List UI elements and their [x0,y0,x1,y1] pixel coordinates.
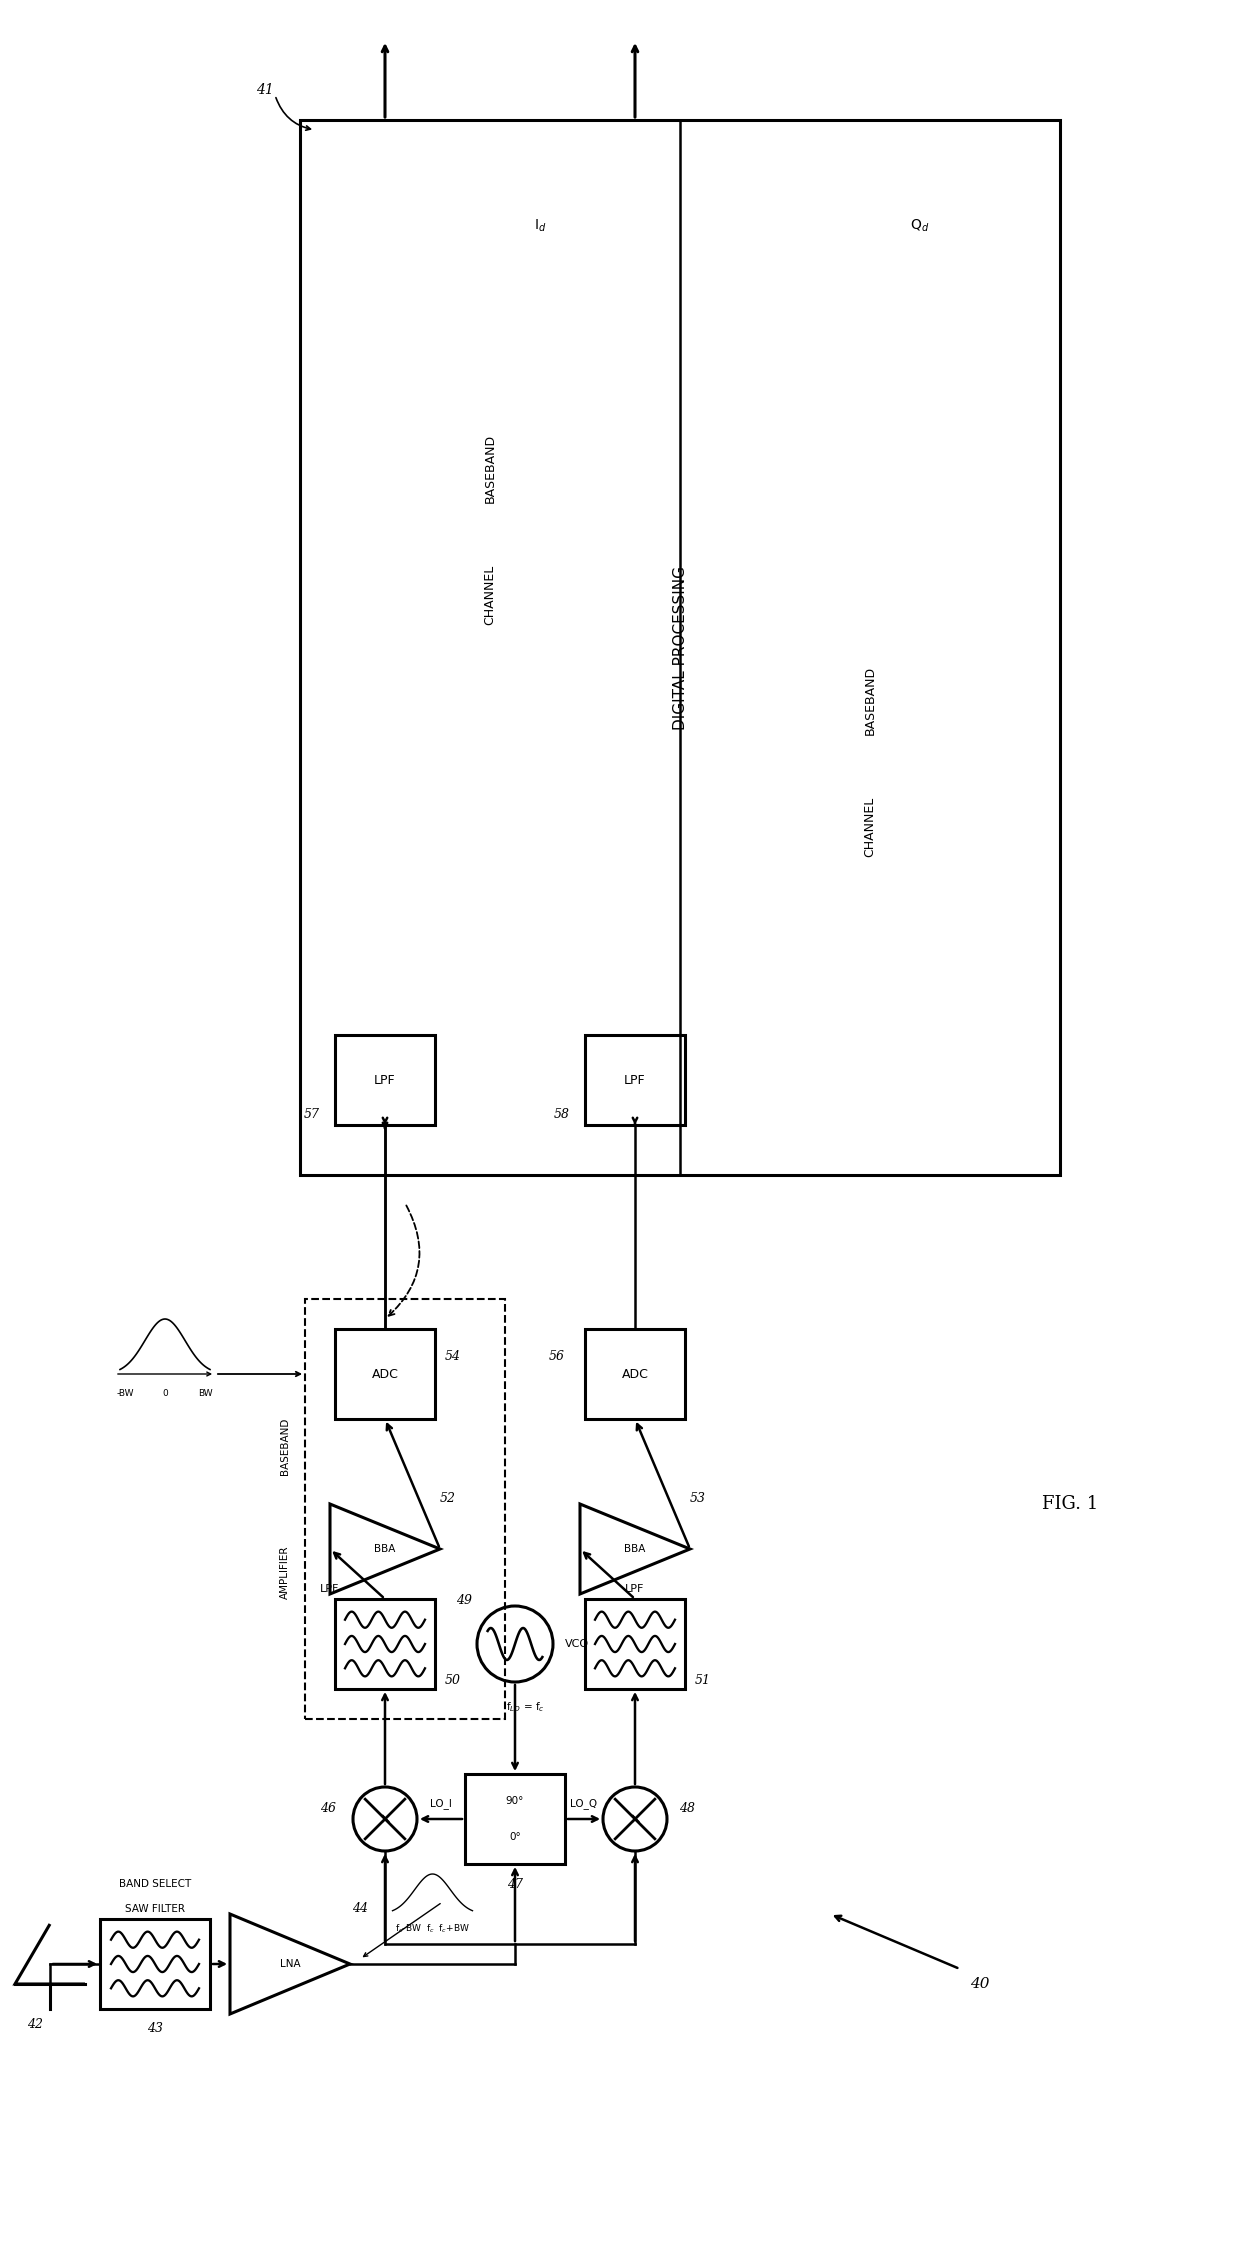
Text: 53: 53 [689,1492,706,1506]
Text: CHANNEL: CHANNEL [484,564,496,624]
Text: VCO: VCO [565,1639,589,1650]
Bar [335,1598,435,1688]
Bar [335,1330,435,1420]
Bar [100,1918,210,2008]
Text: 58: 58 [554,1109,570,1122]
Text: 90°: 90° [506,1796,525,1805]
Text: 0: 0 [162,1388,167,1397]
Text: AMPLIFIER: AMPLIFIER [280,1546,290,1598]
Bar [585,1035,684,1125]
Text: 52: 52 [440,1492,456,1506]
Text: 47: 47 [507,1878,523,1891]
Text: 51: 51 [694,1672,711,1686]
Text: BBA: BBA [374,1544,396,1553]
Text: 42: 42 [27,2017,43,2031]
Text: LPF: LPF [625,1585,645,1594]
Bar [465,1774,565,1864]
Text: CHANNEL: CHANNEL [863,796,877,857]
Bar [305,1298,505,1720]
Text: 41: 41 [257,83,274,97]
Text: 43: 43 [148,2022,162,2035]
Text: 50: 50 [445,1672,461,1686]
Text: LNA: LNA [280,1959,300,1970]
Text: BASEBAND: BASEBAND [863,665,877,735]
Text: LPF: LPF [320,1585,340,1594]
Text: BAND SELECT: BAND SELECT [119,1880,191,1889]
Text: -BW: -BW [117,1388,134,1397]
Text: ADC: ADC [621,1368,649,1379]
Text: I$_d$: I$_d$ [533,216,547,234]
Text: BW: BW [197,1388,212,1397]
Text: 57: 57 [304,1109,320,1122]
Text: f$_c$-BW  f$_c$  f$_c$+BW: f$_c$-BW f$_c$ f$_c$+BW [396,1923,470,1936]
Text: LPF: LPF [624,1073,646,1086]
Text: SAW FILTER: SAW FILTER [125,1905,185,1914]
Text: Q$_d$: Q$_d$ [910,216,930,234]
Text: ADC: ADC [372,1368,398,1379]
Text: 49: 49 [456,1594,472,1607]
Text: 54: 54 [445,1350,461,1361]
Bar [335,1035,435,1125]
Text: ×: × [379,1812,391,1826]
Text: 48: 48 [680,1803,694,1814]
Text: BBA: BBA [624,1544,646,1553]
Text: FIG. 1: FIG. 1 [1042,1494,1099,1512]
Text: ×: × [629,1812,641,1826]
Bar [585,1598,684,1688]
Text: DIGITAL PROCESSING: DIGITAL PROCESSING [672,566,687,730]
Text: 56: 56 [549,1350,565,1361]
Text: BASEBAND: BASEBAND [280,1418,290,1474]
Text: BASEBAND: BASEBAND [484,433,496,503]
Text: LPF: LPF [374,1073,396,1086]
Text: 40: 40 [970,1977,990,1990]
Text: LO_I: LO_I [430,1799,451,1810]
Text: 0°: 0° [510,1833,521,1842]
Text: LO_Q: LO_Q [570,1799,598,1810]
Text: f$_{LO}$ = f$_c$: f$_{LO}$ = f$_c$ [506,1700,544,1713]
Bar [300,119,1060,1174]
Bar [585,1330,684,1420]
Text: 44: 44 [352,1902,368,1916]
Text: 46: 46 [320,1803,336,1814]
